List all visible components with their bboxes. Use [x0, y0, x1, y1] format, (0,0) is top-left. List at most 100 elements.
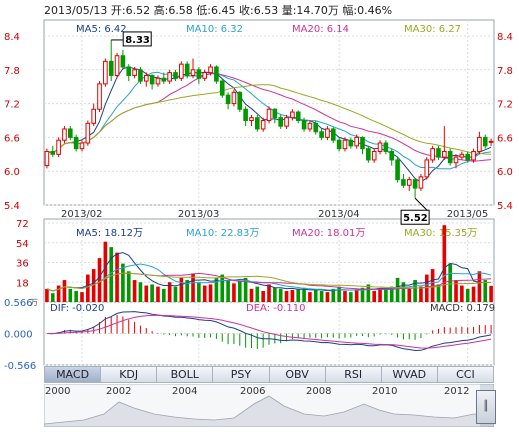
- price-ma30-line: [46, 84, 492, 155]
- candle-body: [401, 179, 406, 186]
- grip-icon: ║: [483, 401, 490, 412]
- volume-bar: [448, 263, 452, 302]
- candle-body: [114, 55, 120, 76]
- candle-body: [284, 117, 289, 127]
- tab-kdj[interactable]: KDJ: [101, 367, 158, 382]
- candle-body: [184, 63, 190, 76]
- nav-year-2012: 2012: [444, 386, 470, 397]
- volume-bar: [454, 280, 458, 302]
- price-tick-right: 6.0: [497, 167, 513, 178]
- candle-body: [219, 80, 225, 96]
- volume-tick: 54: [16, 239, 29, 250]
- candle-body: [295, 111, 301, 122]
- volume-ma5-label: MA5: 18.12万: [76, 228, 144, 239]
- candle-body: [255, 117, 260, 130]
- candle-body: [143, 74, 149, 82]
- volume-bar: [173, 286, 178, 302]
- candle-body: [196, 69, 202, 79]
- volume-bar: [126, 271, 131, 302]
- volume-bar: [401, 282, 406, 302]
- macd-tick: 0.566: [4, 298, 33, 309]
- volume-bar: [284, 291, 289, 302]
- volume-bar: [489, 285, 493, 302]
- candle-body: [202, 72, 208, 79]
- history-navigator[interactable]: 2000 2002 2004 2006 2008 2010 2012: [43, 383, 495, 428]
- candle-body: [471, 150, 476, 161]
- nav-year-2000: 2000: [45, 386, 71, 397]
- candle-body: [383, 142, 389, 152]
- quote-change: 幅:0.46%: [342, 4, 393, 17]
- volume-bar: [407, 288, 412, 302]
- candle-body: [366, 148, 371, 161]
- volume-bar: [156, 286, 160, 302]
- macd-tick: 0.000: [4, 330, 33, 341]
- volume-bar: [278, 288, 283, 302]
- candle-body: [225, 94, 231, 105]
- volume-bar: [50, 293, 55, 302]
- volume-bar: [86, 274, 90, 302]
- candle-body: [336, 139, 342, 150]
- tab-wvad[interactable]: WVAD: [382, 367, 438, 382]
- price-tick-right: 5.4: [497, 201, 513, 212]
- header-quote: 2013/05/13 开:6.52 高:6.58 低:6.45 收:6.53 量…: [44, 2, 392, 18]
- price-ma30-label: MA30: 6.27: [404, 24, 462, 35]
- macd-tick: -0.566: [4, 361, 36, 372]
- volume-bar: [179, 277, 184, 302]
- volume-bar: [68, 288, 73, 302]
- candle-body: [79, 142, 85, 150]
- macd-value-label: MACD: 0.179: [430, 303, 496, 314]
- volume-unit-label: 万: [30, 298, 38, 307]
- candle-body: [132, 69, 137, 76]
- quote-open: 开:6.52: [110, 4, 151, 17]
- volume-bar: [220, 274, 225, 302]
- candle-body: [56, 139, 61, 155]
- tab-macd[interactable]: MACD: [45, 367, 102, 382]
- candle-body: [138, 69, 143, 82]
- tab-obv[interactable]: OBV: [270, 367, 326, 382]
- low-pointer: [414, 197, 428, 211]
- month-tick: 2013/05: [447, 209, 489, 220]
- tab-boll[interactable]: BOLL: [157, 367, 214, 382]
- tab-rsi[interactable]: RSI: [326, 367, 382, 382]
- candle-body: [126, 66, 132, 76]
- price-ma5-label: MA5: 6.42: [76, 24, 127, 35]
- volume-bar: [80, 292, 84, 302]
- high-annotation-box: [122, 31, 152, 47]
- tab-cci[interactable]: CCI: [456, 368, 475, 381]
- volume-bar: [161, 288, 166, 302]
- month-tick: 2013/03: [178, 209, 220, 220]
- quote-volume: 量:14.70万: [281, 4, 339, 17]
- candle-body: [371, 150, 377, 161]
- volume-bar: [115, 252, 119, 302]
- candle-body: [395, 159, 400, 181]
- volume-bar: [237, 281, 242, 302]
- volume-bar: [419, 286, 423, 302]
- price-tick-right: 7.8: [497, 66, 513, 77]
- candle-body: [430, 148, 435, 161]
- volume-bar: [56, 285, 61, 302]
- volume-bar: [208, 284, 213, 302]
- volume-bar: [465, 288, 470, 302]
- volume-tick: 36: [16, 259, 29, 270]
- candle-body: [319, 131, 324, 138]
- volume-bar: [436, 284, 441, 302]
- quote-close: 收:6.53: [239, 4, 279, 17]
- volume-bar: [313, 289, 318, 302]
- candle-body: [307, 122, 313, 130]
- volume-bar: [138, 282, 143, 302]
- volume-tick: 72: [16, 219, 29, 230]
- nav-year-2010: 2010: [372, 386, 398, 397]
- month-tick: 2013/04: [318, 209, 360, 220]
- price-tick-right: 6.6: [497, 133, 513, 144]
- navigator-range-handle[interactable]: ║: [476, 390, 496, 424]
- candle-body: [278, 117, 283, 127]
- candle-body: [243, 108, 248, 121]
- candle-body: [412, 179, 418, 189]
- candle-body: [330, 128, 336, 141]
- tab-psy[interactable]: PSY: [213, 367, 270, 382]
- candle-body: [406, 179, 412, 186]
- volume-bar: [121, 263, 125, 302]
- volume-bar: [273, 287, 277, 302]
- price-ma20-label: MA20: 6.14: [292, 24, 350, 35]
